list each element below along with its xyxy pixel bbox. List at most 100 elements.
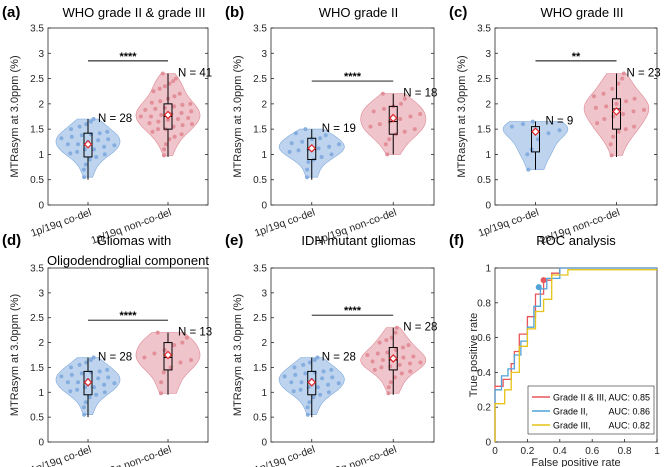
mean-marker [307,377,317,387]
y-tick-label: 0 [261,438,267,449]
data-point [595,121,600,126]
data-point [88,358,93,362]
data-point [96,376,101,381]
y-axis-label: MTRasym at 3.0ppm (%) [232,294,244,416]
panel-c: (c) WHO grade III 0 0.5 1 1.5 2 2.5 3 3.5 MTRasym … [449,4,661,247]
data-point [59,374,64,379]
data-point [393,330,398,335]
y-tick-label: 1.5 [30,125,44,136]
violin-noncodel [135,332,201,394]
data-point [623,127,628,132]
data-point [329,367,334,372]
data-point [624,99,629,104]
y-tick-label: 1 [261,150,267,161]
y-tick-label: 1.5 [253,363,267,374]
significance-stars: ** [572,51,581,63]
panel-title-line2: Oligodendroglial component [47,253,209,268]
data-point [557,128,562,133]
iqr-box [83,132,93,158]
data-point [296,148,301,153]
data-point [321,369,326,374]
data-point [157,86,162,91]
data-point [282,374,287,379]
data-point [173,76,178,81]
violin-codel [278,128,345,178]
data-point [92,385,96,390]
data-point [408,369,413,374]
data-point [112,381,117,386]
data-point [608,142,613,147]
data-point [189,109,194,114]
data-point [386,385,391,390]
panel-letter: (e) [225,232,243,249]
data-point [521,122,525,127]
data-point [375,351,380,356]
y-tick-label: 0 [38,201,44,212]
data-point [172,104,176,109]
data-point [189,358,193,362]
data-point [380,358,385,362]
mean-marker [307,144,317,153]
data-point [105,129,110,134]
data-point [156,119,161,124]
data-point [399,101,403,106]
y-axis-label: MTRasym at 3.0ppm (%) [456,55,468,177]
y-axis-label: True positive rate [468,313,480,398]
data-point [92,147,96,152]
data-point [368,124,373,129]
data-point [68,389,73,394]
data-point [159,113,164,117]
y-tick-label: 3 [261,288,267,299]
data-point [318,136,323,141]
x-tick-label: 0 [492,446,498,457]
data-point [162,153,166,158]
iqr-box [83,370,93,396]
data-point [418,360,423,365]
data-point [84,360,89,365]
data-point [307,400,312,405]
plot-frame [47,27,209,206]
data-point [382,106,386,111]
data-point [305,412,310,417]
mean-marker [163,350,173,360]
data-point [326,390,331,395]
data-point [642,107,646,112]
data-point [593,105,598,110]
data-point [319,155,324,159]
data-point [65,142,70,147]
panel-b: (b) WHO grade II 0 0.5 1 1.5 2 2.5 3 3.5 MTRasym a… [225,4,437,247]
data-point [162,147,167,152]
data-point [159,380,164,385]
data-point [153,106,158,111]
data-point [303,127,308,132]
y-tick-label: 3 [38,49,44,60]
y-tick-label: 2 [485,99,491,110]
data-point [387,137,392,142]
iqr-box [163,342,173,371]
roc-optimal-point [535,284,542,291]
iqr-box [612,98,621,130]
mean-marker [83,139,93,149]
data-point [97,131,102,136]
data-point [305,175,309,180]
data-point [69,127,73,132]
y-tick-label: 1.5 [30,363,44,374]
plot-frame [270,267,435,443]
data-point [81,405,86,410]
data-point [151,89,156,94]
mean-marker [388,113,398,123]
y-tick-label: 1 [485,264,491,275]
y-tick-label: 0.5 [253,175,267,186]
data-point [158,99,163,104]
data-point [305,405,310,410]
data-point [94,392,99,397]
y-tick-label: 3 [38,288,44,299]
y-tick-label: 2 [38,99,44,110]
y-tick-label: 2 [38,338,44,349]
data-point [412,127,417,132]
panel-f: (f) ROC analysis 0 0.2 0.4 0.6 0.8 1 0 0.2 0.4 0.6 0… [449,232,660,467]
legend-label: Grade II & III, [553,393,607,403]
data-point [408,361,412,366]
data-point [509,124,514,129]
data-point [69,372,74,377]
